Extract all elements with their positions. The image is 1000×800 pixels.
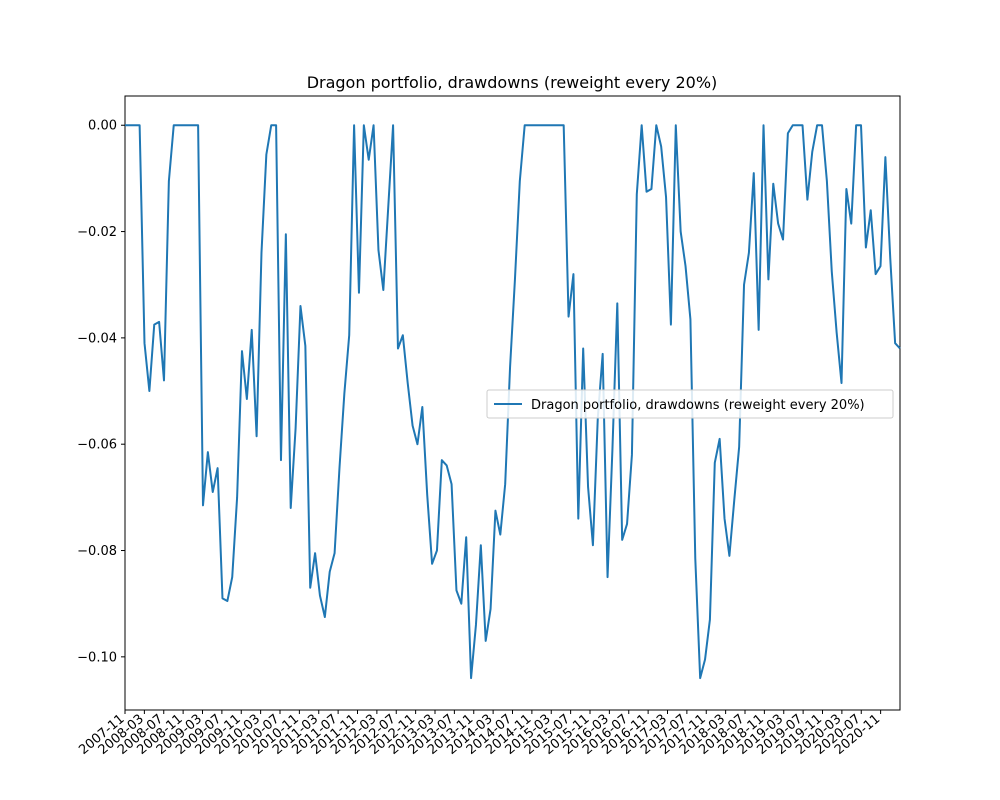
- series-layer: [125, 124, 901, 680]
- series-line: [125, 124, 901, 680]
- legend-box: [486, 389, 894, 419]
- y-tick-label: 0.00: [88, 119, 117, 134]
- y-axis: 0.00 −0.02 −0.04 −0.06 −0.08 −0.10: [77, 119, 125, 665]
- y-tick-label: −0.06: [77, 438, 117, 453]
- legend: Dragon portfolio, drawdowns (reweight ev…: [486, 389, 894, 419]
- y-tick-label: −0.04: [77, 331, 117, 346]
- x-axis: 2007-112008-032008-072008-112009-032009-…: [76, 710, 883, 758]
- chart-title: Dragon portfolio, drawdowns (reweight ev…: [307, 73, 718, 92]
- legend-entry: Dragon portfolio, drawdowns (reweight ev…: [531, 398, 865, 413]
- y-tick-label: −0.10: [77, 650, 117, 665]
- y-tick-label: −0.08: [77, 544, 117, 559]
- y-tick-label: −0.02: [77, 225, 117, 240]
